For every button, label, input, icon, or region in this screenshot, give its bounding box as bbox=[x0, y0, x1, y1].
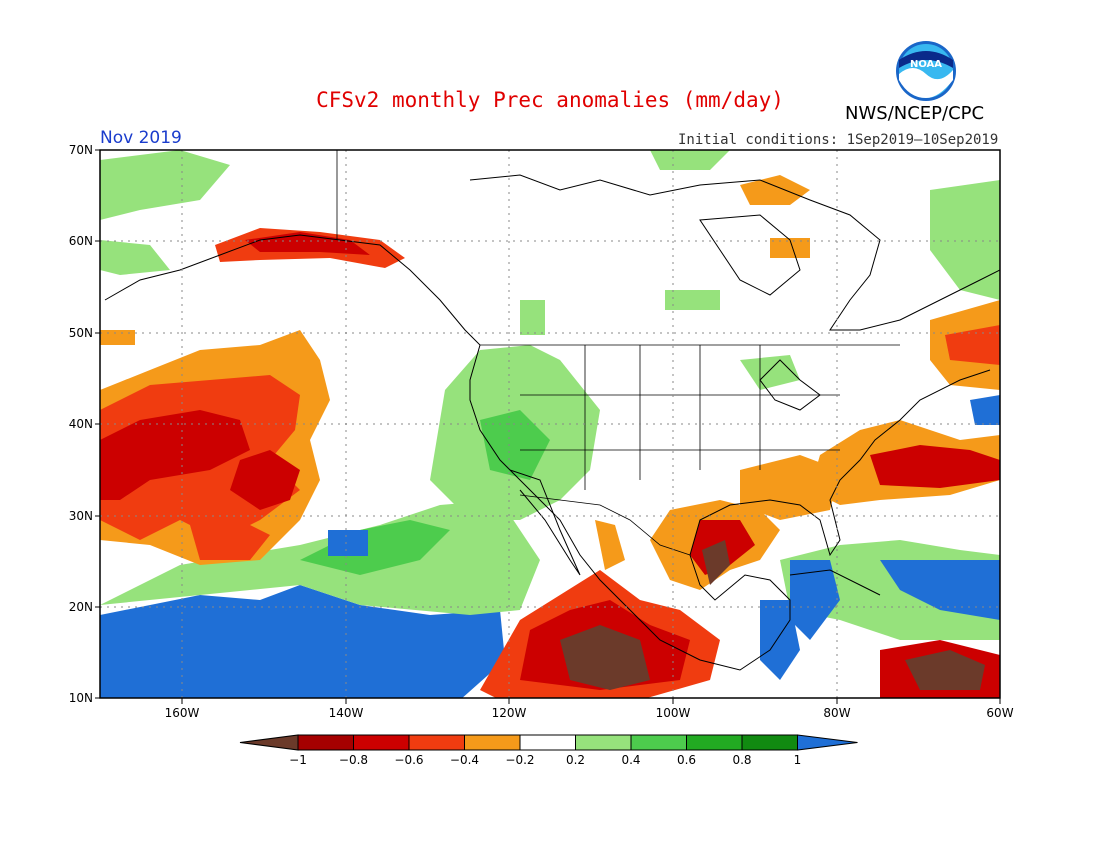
colorbar-swatch bbox=[575, 734, 632, 751]
colorbar-label: 1 bbox=[793, 753, 802, 767]
colorbar-swatch bbox=[630, 734, 687, 751]
noaa-logo-text: NOAA bbox=[910, 59, 942, 70]
colorbar-swatch bbox=[741, 734, 798, 751]
lon-label: 60W bbox=[986, 706, 1014, 720]
colorbar-swatch bbox=[686, 734, 743, 751]
colorbar-label: 0.2 bbox=[565, 753, 586, 767]
lat-label: 70N bbox=[68, 143, 93, 157]
lat-label: 50N bbox=[68, 326, 93, 340]
colorbar-swatch bbox=[353, 734, 410, 751]
lon-label: 160W bbox=[164, 706, 200, 720]
colorbar-swatch bbox=[408, 734, 465, 751]
political-borders bbox=[336, 150, 900, 556]
lon-label: 120W bbox=[491, 706, 527, 720]
agency-label: NWS/NCEP/CPC bbox=[845, 103, 985, 124]
colorbar-label: −0.4 bbox=[449, 753, 480, 767]
lon-label: 140W bbox=[328, 706, 364, 720]
colorbar-label: −0.6 bbox=[394, 753, 424, 767]
lon-label: 100W bbox=[655, 706, 691, 720]
colorbar-swatch bbox=[297, 734, 354, 751]
lat-label: 30N bbox=[68, 509, 93, 523]
coastlines bbox=[104, 174, 1000, 671]
lat-label: 40N bbox=[68, 417, 93, 431]
lat-label: 20N bbox=[68, 600, 93, 614]
colorbar-swatches bbox=[239, 734, 858, 751]
colorbar-swatch bbox=[239, 734, 299, 751]
colorbar-label: 0.6 bbox=[676, 753, 697, 767]
colorbar-swatch bbox=[464, 734, 521, 751]
lat-label: 10N bbox=[68, 691, 93, 705]
colorbar-label: −0.2 bbox=[505, 753, 535, 767]
graticule bbox=[100, 150, 1000, 698]
noaa-logo: NOAA bbox=[896, 41, 956, 101]
colorbar-label: −0.8 bbox=[338, 753, 369, 767]
colorbar-label: 0.4 bbox=[621, 753, 641, 767]
lon-label: 80W bbox=[823, 706, 851, 720]
forecast-month: Nov 2019 bbox=[100, 128, 182, 148]
lat-label: 60N bbox=[68, 234, 93, 248]
axis-ticks bbox=[95, 149, 1001, 704]
chart-title: CFSv2 monthly Prec anomalies (mm/day) bbox=[316, 88, 784, 112]
colorbar-label: −1 bbox=[289, 753, 307, 767]
colorbar-label: 0.8 bbox=[732, 753, 752, 767]
colorbar-swatch bbox=[519, 734, 576, 751]
anomaly-fields bbox=[100, 150, 1000, 698]
initial-conditions: Initial conditions: 1Sep2019–10Sep2019 bbox=[678, 132, 999, 148]
colorbar-swatch bbox=[797, 734, 858, 751]
